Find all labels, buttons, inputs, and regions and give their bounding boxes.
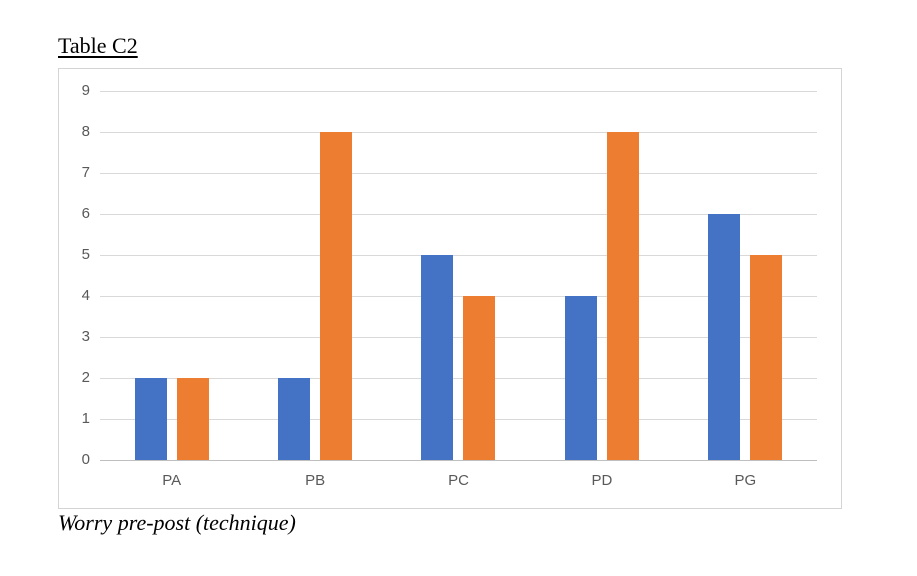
gridline-5 [100,255,817,256]
bar-group-pg [674,91,817,460]
bar-pa-series2 [176,378,209,460]
y-tick-label-4: 4 [81,287,90,304]
x-axis-line [100,460,817,461]
gridline-4 [100,296,817,297]
bar-group-pb [243,91,386,460]
gridline-3 [100,337,817,338]
y-tick-label-2: 2 [81,369,90,386]
x-tick-label-pb: PB [305,472,326,489]
y-tick-label-3: 3 [81,328,90,345]
x-tick-label-pd: PD [591,472,613,489]
bar-pa-series1 [134,378,167,460]
x-tick-label-pg: PG [734,472,757,489]
gridline-1 [100,419,817,420]
y-tick-label-9: 9 [81,82,90,99]
y-tick-label-5: 5 [81,246,90,263]
bar-group-pd [530,91,673,460]
bar-pg-series1 [708,214,741,460]
bar-pg-series2 [750,255,783,460]
y-tick-label-0: 0 [81,451,90,468]
bar-pc-series2 [463,296,496,460]
gridline-9 [100,91,817,92]
gridline-7 [100,173,817,174]
bar-group-pc [387,91,530,460]
figure-caption: Worry pre-post (technique) [58,510,296,535]
x-tick-label-pc: PC [448,472,469,489]
bar-pc-series1 [421,255,454,460]
bar-pd-series1 [564,296,597,460]
gridline-6 [100,214,817,215]
bar-pb-series1 [278,378,311,460]
bar-pb-series2 [320,132,353,460]
y-tick-label-6: 6 [81,205,90,222]
x-tick-label-pa: PA [162,472,182,489]
bar-group-pa [100,91,243,460]
bar-pd-series2 [606,132,639,460]
y-tick-label-1: 1 [81,410,90,427]
y-tick-label-8: 8 [81,123,90,140]
gridline-2 [100,378,817,379]
gridline-8 [100,132,817,133]
chart-area: 0 1 2 3 4 5 6 7 8 9 PA PB PC PD PG [58,68,842,509]
chart-title: Table C2 [58,33,138,58]
y-tick-label-7: 7 [81,164,90,181]
